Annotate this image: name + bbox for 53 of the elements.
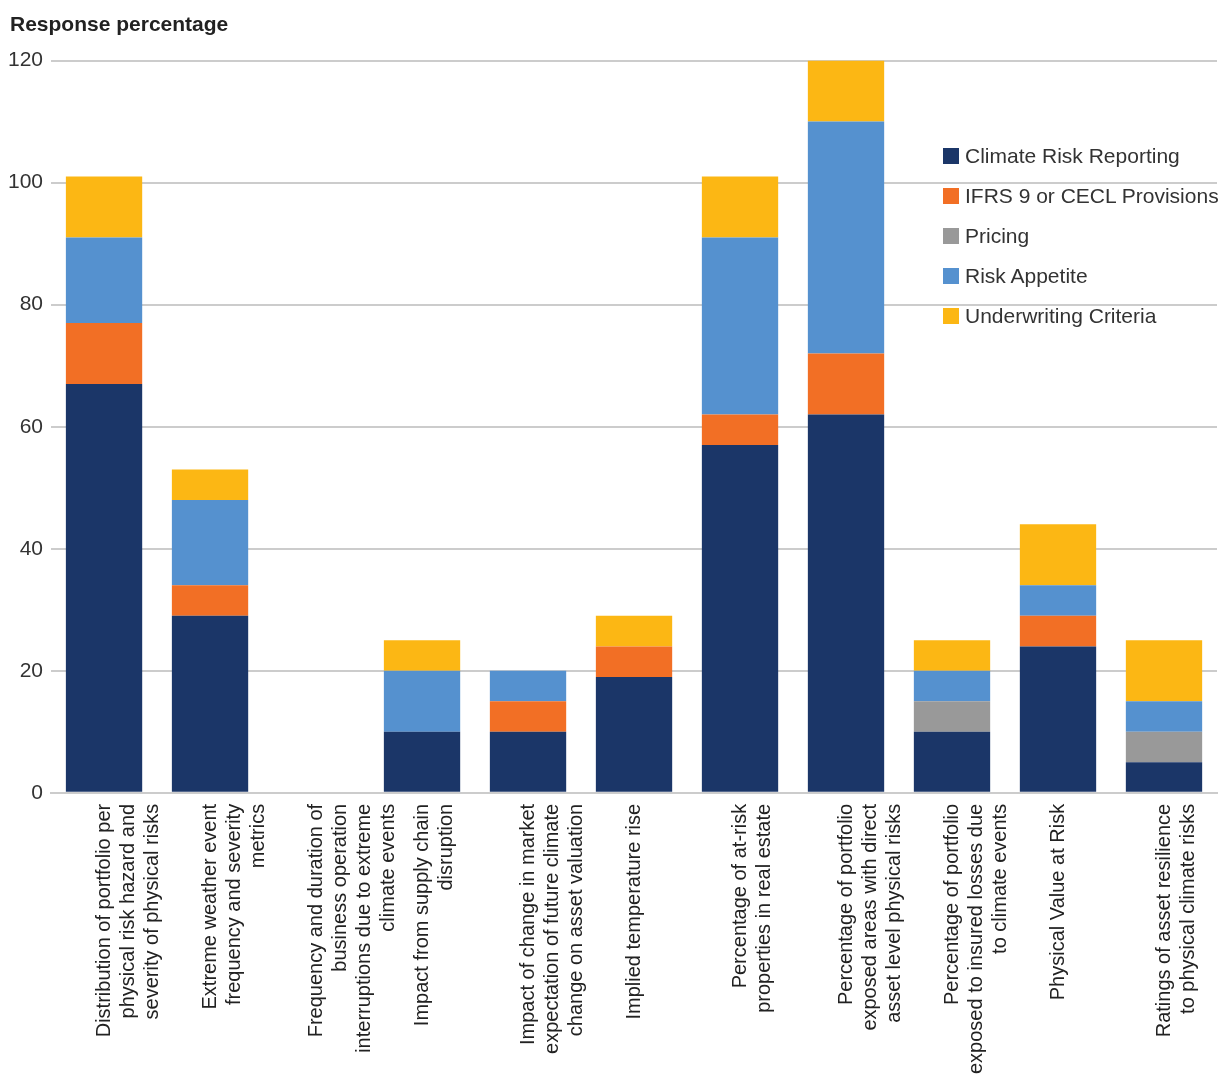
x-tick-label: Physical Value at Risk (1045, 802, 1068, 1001)
bar (807, 121, 885, 354)
bar (171, 499, 249, 586)
y-tick-label: 20 (19, 657, 44, 681)
bar (807, 353, 885, 415)
bar (171, 615, 249, 792)
bar (807, 60, 885, 122)
bar (701, 445, 779, 792)
bar (65, 237, 143, 323)
bar (1125, 762, 1203, 792)
y-tick-label: 80 (19, 291, 44, 315)
legend-label: IFRS 9 or CECL Provisions (964, 182, 1219, 209)
bar (701, 237, 779, 415)
legend-label: Risk Appetite (964, 262, 1089, 289)
y-tick-label: 0 (31, 779, 44, 803)
bar (383, 640, 461, 671)
bar (171, 585, 249, 616)
bar (595, 676, 673, 792)
bar (913, 640, 991, 671)
bar (65, 384, 143, 792)
bar (489, 731, 567, 792)
bar (1125, 640, 1203, 702)
bar (65, 322, 143, 384)
bar (1019, 524, 1097, 586)
bar (807, 414, 885, 792)
bar (701, 414, 779, 446)
y-tick-label: 40 (19, 535, 44, 559)
bar (701, 176, 779, 238)
legend-label: Underwriting Criteria (964, 302, 1158, 329)
bar (65, 176, 143, 238)
bar (489, 670, 567, 702)
y-axis-title: Response percentage (10, 12, 229, 36)
bar (1125, 701, 1203, 732)
bar (383, 731, 461, 792)
legend-label: Climate Risk Reporting (964, 142, 1181, 169)
bar (595, 646, 673, 677)
bar (1019, 585, 1097, 616)
bar (1019, 646, 1097, 792)
bar (595, 615, 673, 647)
bar (383, 670, 461, 732)
bar (913, 670, 991, 702)
y-tick-label: 60 (19, 413, 44, 437)
x-tick-label: Implied temperature rise (621, 803, 644, 1020)
x-tick-label: Distribution of portfolio per physical risk hazard and severity of physical risks (91, 803, 162, 1038)
bar (489, 701, 567, 732)
y-tick-label: 120 (7, 47, 44, 71)
y-tick-label: 100 (7, 169, 44, 193)
bar (913, 731, 991, 792)
bar (1125, 731, 1203, 763)
bar (1019, 615, 1097, 647)
legend-label: Pricing (964, 222, 1031, 249)
bar (171, 469, 249, 500)
bar (913, 701, 991, 732)
